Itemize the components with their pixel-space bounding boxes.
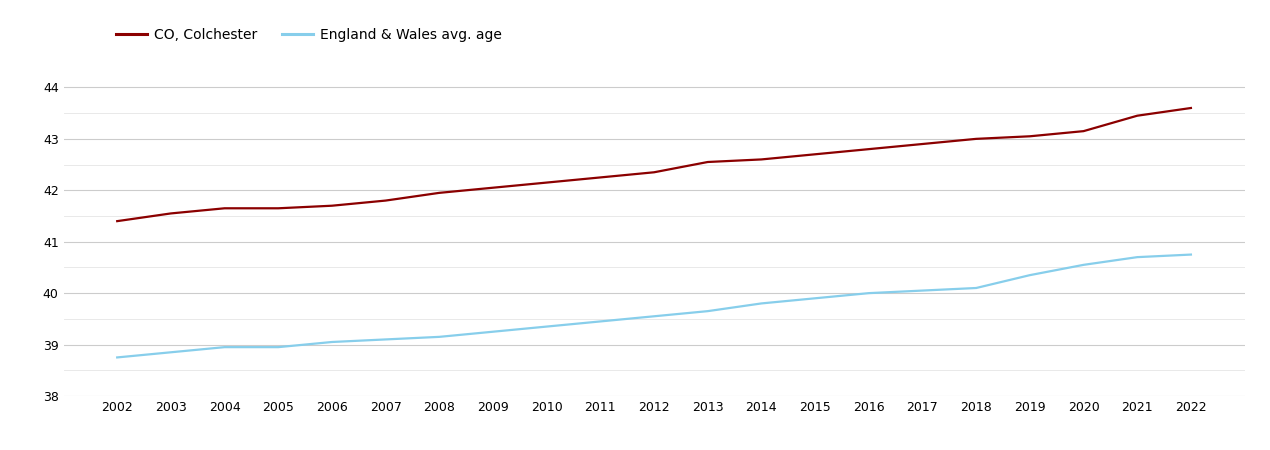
CO, Colchester — [646, 170, 662, 175]
England & Wales avg. age — [109, 355, 124, 360]
CO, Colchester — [1184, 105, 1199, 111]
England & Wales avg. age — [485, 329, 500, 334]
CO, Colchester — [861, 146, 876, 152]
CO, Colchester — [1129, 113, 1144, 118]
CO, Colchester — [593, 175, 608, 180]
CO, Colchester — [485, 185, 500, 190]
England & Wales avg. age — [271, 344, 286, 350]
CO, Colchester — [1076, 128, 1091, 134]
England & Wales avg. age — [538, 324, 554, 329]
CO, Colchester — [109, 218, 124, 224]
CO, Colchester — [271, 206, 286, 211]
CO, Colchester — [700, 159, 715, 165]
CO, Colchester — [808, 152, 823, 157]
Line: CO, Colchester: CO, Colchester — [117, 108, 1191, 221]
Legend: CO, Colchester, England & Wales avg. age: CO, Colchester, England & Wales avg. age — [110, 22, 507, 47]
England & Wales avg. age — [217, 344, 232, 350]
CO, Colchester — [969, 136, 984, 142]
CO, Colchester — [324, 203, 339, 208]
Line: England & Wales avg. age: England & Wales avg. age — [117, 255, 1191, 357]
England & Wales avg. age — [861, 290, 876, 296]
CO, Colchester — [432, 190, 447, 196]
CO, Colchester — [378, 198, 394, 203]
England & Wales avg. age — [1184, 252, 1199, 257]
CO, Colchester — [914, 141, 930, 147]
CO, Colchester — [164, 211, 179, 216]
England & Wales avg. age — [593, 319, 608, 324]
CO, Colchester — [217, 206, 232, 211]
CO, Colchester — [538, 180, 554, 185]
England & Wales avg. age — [754, 301, 770, 306]
England & Wales avg. age — [1022, 272, 1038, 278]
England & Wales avg. age — [378, 337, 394, 342]
England & Wales avg. age — [1129, 254, 1144, 260]
CO, Colchester — [754, 157, 770, 162]
England & Wales avg. age — [969, 285, 984, 291]
CO, Colchester — [1022, 134, 1038, 139]
England & Wales avg. age — [164, 350, 179, 355]
England & Wales avg. age — [324, 339, 339, 345]
England & Wales avg. age — [1076, 262, 1091, 268]
England & Wales avg. age — [432, 334, 447, 340]
England & Wales avg. age — [914, 288, 930, 293]
England & Wales avg. age — [646, 314, 662, 319]
England & Wales avg. age — [700, 308, 715, 314]
England & Wales avg. age — [808, 296, 823, 301]
